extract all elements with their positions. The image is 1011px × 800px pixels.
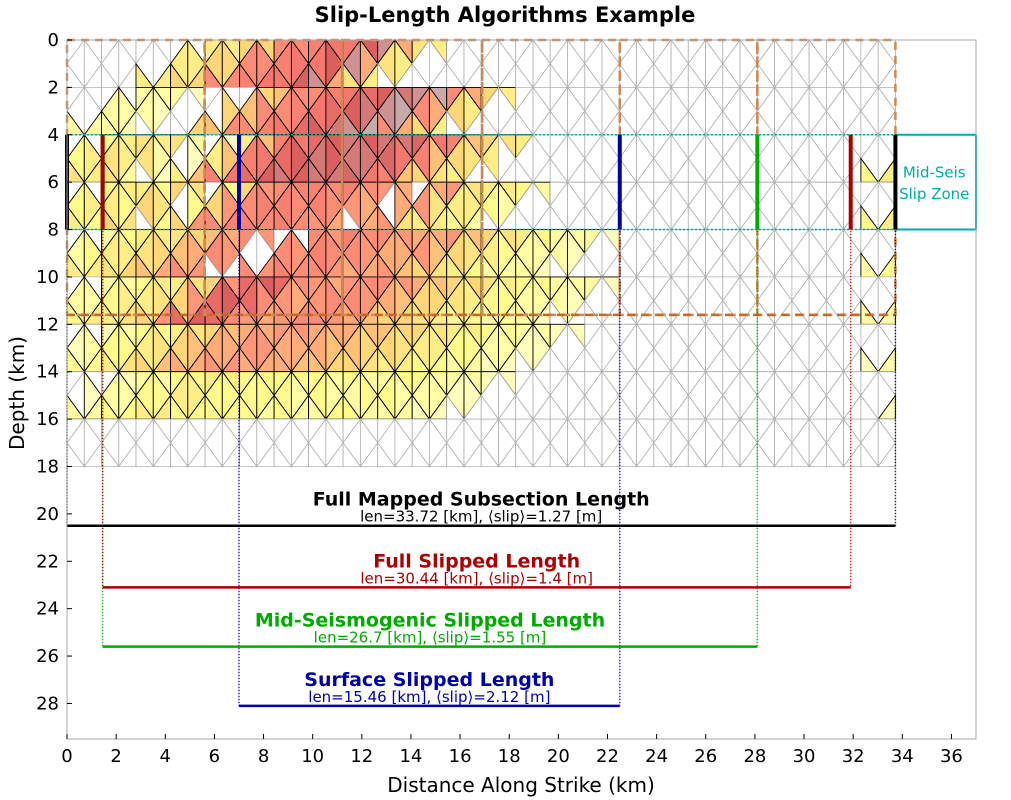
x-tick-label: 18 xyxy=(498,746,521,767)
x-tick-label: 6 xyxy=(209,746,220,767)
mesh-element xyxy=(135,441,155,467)
bracket-subtitle: len=30.44 [km], ⟨slip⟩=1.4 [m] xyxy=(360,569,593,587)
y-tick-label: 14 xyxy=(36,362,59,383)
mesh-element xyxy=(308,441,327,467)
y-tick-label: 8 xyxy=(48,220,59,241)
mesh-element xyxy=(515,441,534,467)
mesh-element xyxy=(791,441,810,467)
mesh-element xyxy=(342,441,362,467)
zone-label: Mid-Seis xyxy=(903,163,966,181)
mesh-element xyxy=(618,441,638,467)
x-tick-label: 20 xyxy=(547,746,570,767)
mesh-element xyxy=(446,441,465,467)
x-tick-label: 26 xyxy=(694,746,717,767)
x-tick-label: 2 xyxy=(110,746,121,767)
subsection-box xyxy=(203,38,344,317)
plot-frame xyxy=(66,39,977,740)
y-tick-label: 26 xyxy=(36,646,59,667)
x-tick-label: 30 xyxy=(793,746,816,767)
y-tick-label: 22 xyxy=(36,551,59,572)
bracket-title: Full Slipped Length xyxy=(373,550,580,572)
chart-title: Slip-Length Algorithms Example xyxy=(315,3,696,27)
mesh-element xyxy=(101,441,120,467)
mid-seismogenic-zone: Mid-Seis Slip Zone xyxy=(67,133,977,231)
mesh-element xyxy=(860,441,879,467)
y-tick-label: 0 xyxy=(48,30,59,51)
x-tick-label: 10 xyxy=(301,746,324,767)
mesh-element xyxy=(204,441,224,467)
y-tick-label: 28 xyxy=(36,693,59,714)
bracket-subtitle: len=33.72 [km], ⟨slip⟩=1.27 [m] xyxy=(360,508,602,526)
zone-label: Slip Zone xyxy=(899,185,969,203)
y-tick-label: 16 xyxy=(36,409,59,430)
bracket-title: Surface Slipped Length xyxy=(304,669,554,691)
x-tick-label: 34 xyxy=(891,746,914,767)
mesh-element xyxy=(687,441,707,467)
x-tick-label: 12 xyxy=(350,746,373,767)
mesh-element xyxy=(653,441,672,467)
mesh-element xyxy=(411,441,431,467)
y-tick-label: 12 xyxy=(36,314,59,335)
mesh-element xyxy=(826,441,845,467)
mesh-element xyxy=(239,441,258,467)
mesh-element xyxy=(170,441,189,467)
bracket-title: Full Mapped Subsection Length xyxy=(313,489,650,511)
x-tick-label: 4 xyxy=(160,746,171,767)
axes: 0 2 4 6 8 10 12 14 16 18 20 22 24 26 28 30 32 34 360246810… xyxy=(36,30,977,767)
x-tick-label: 14 xyxy=(399,746,422,767)
mesh-element xyxy=(273,441,293,467)
y-tick-label: 2 xyxy=(48,77,59,98)
x-tick-label: 0 xyxy=(61,746,72,767)
x-tick-label: 36 xyxy=(940,746,963,767)
bracket-subtitle: len=15.46 [km], ⟨slip⟩=2.12 [m] xyxy=(308,688,550,706)
bracket-subtitle: len=26.7 [km], ⟨slip⟩=1.55 [m] xyxy=(314,629,547,647)
x-tick-label: 8 xyxy=(258,746,269,767)
bracket-title: Mid-Seismogenic Slipped Length xyxy=(255,610,605,632)
y-tick-label: 6 xyxy=(48,172,59,193)
x-tick-label: 28 xyxy=(743,746,766,767)
x-tick-label: 22 xyxy=(596,746,619,767)
x-tick-label: 24 xyxy=(645,746,668,767)
y-tick-label: 18 xyxy=(36,457,59,478)
y-axis-label: Depth (km) xyxy=(5,336,29,450)
mesh-element xyxy=(877,441,896,467)
mesh-element xyxy=(480,441,500,467)
mesh-element xyxy=(584,441,603,467)
x-tick-label: 32 xyxy=(842,746,865,767)
mesh-element xyxy=(549,441,569,467)
y-tick-label: 24 xyxy=(36,599,59,620)
y-tick-label: 10 xyxy=(36,267,59,288)
x-tick-label: 16 xyxy=(449,746,472,767)
mesh-element xyxy=(377,441,396,467)
x-axis-label: Distance Along Strike (km) xyxy=(387,773,655,797)
y-tick-label: 20 xyxy=(36,504,59,525)
mesh-element xyxy=(756,441,776,467)
mesh-element xyxy=(722,441,741,467)
y-tick-label: 4 xyxy=(48,125,59,146)
